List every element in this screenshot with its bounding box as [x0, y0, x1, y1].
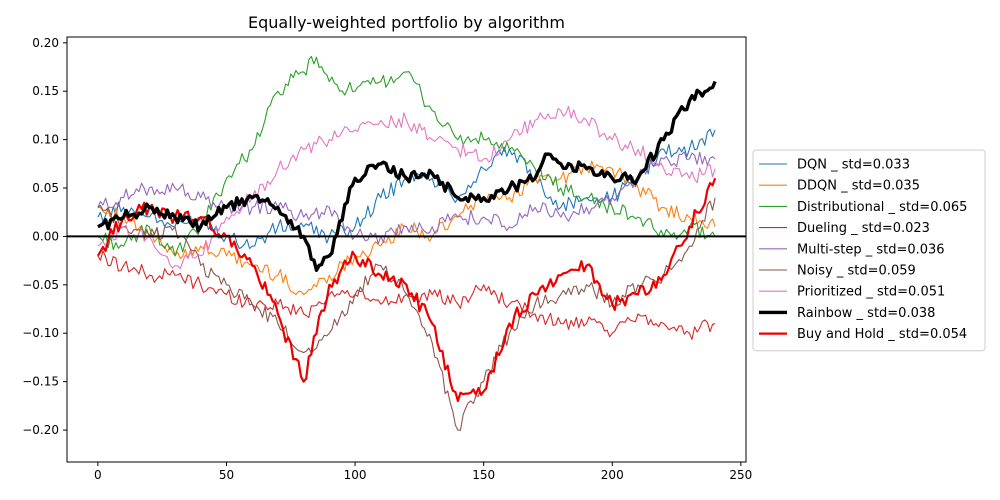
x-tick-label: 0	[94, 468, 102, 482]
x-tick-label: 250	[729, 468, 752, 482]
series-layer	[67, 55, 746, 431]
y-tick-label: 0.00	[32, 229, 59, 243]
plot-area	[66, 36, 747, 463]
plot-border	[66, 36, 747, 463]
x-tick-label: 100	[344, 468, 367, 482]
x-axis: 0 50 100 150 200 250	[94, 462, 752, 482]
y-tick-label: −0.05	[22, 278, 59, 292]
y-tick-label: −0.10	[22, 326, 59, 340]
series-line-4	[97, 151, 716, 245]
series-line-2	[97, 55, 716, 257]
y-tick-label: −0.20	[22, 423, 59, 437]
y-tick-label: −0.15	[22, 375, 59, 389]
legend-label: Noisy _ std=0.059	[797, 264, 916, 279]
y-tick-label: 0.10	[32, 133, 59, 147]
y-tick-label: 0.20	[32, 36, 59, 50]
legend-label: Buy and Hold _ std=0.054	[797, 327, 967, 342]
y-axis: −0.20 −0.15 −0.10 −0.05 0.00 0.05 0.10 0.15 0.20	[22, 36, 67, 437]
x-tick-label: 50	[219, 468, 234, 482]
x-tick-label: 200	[601, 468, 624, 482]
legend-label: Distributional _ std=0.065	[797, 200, 967, 215]
series-line-8	[96, 177, 717, 403]
series-line-5	[97, 197, 716, 431]
x-tick-label: 150	[472, 468, 495, 482]
legend: DQN _ std=0.033 DDQN _ std=0.035 Distribut…	[752, 149, 986, 352]
legend-label: Multi-step _ std=0.036	[797, 242, 945, 257]
y-tick-label: 0.05	[32, 181, 59, 195]
legend-box	[752, 149, 986, 352]
legend-label: Rainbow _ std=0.038	[797, 306, 935, 321]
y-tick-label: 0.15	[32, 84, 59, 98]
chart-title: Equally-weighted portfolio by algorithm	[248, 13, 565, 32]
series-line-6	[97, 105, 716, 270]
legend-label: Dueling _ std=0.023	[797, 221, 930, 236]
series-line-7	[97, 80, 717, 272]
legend-label: DQN _ std=0.033	[797, 158, 910, 173]
legend-label: Prioritized _ std=0.051	[797, 285, 945, 300]
legend-label: DDQN _ std=0.035	[797, 179, 920, 194]
